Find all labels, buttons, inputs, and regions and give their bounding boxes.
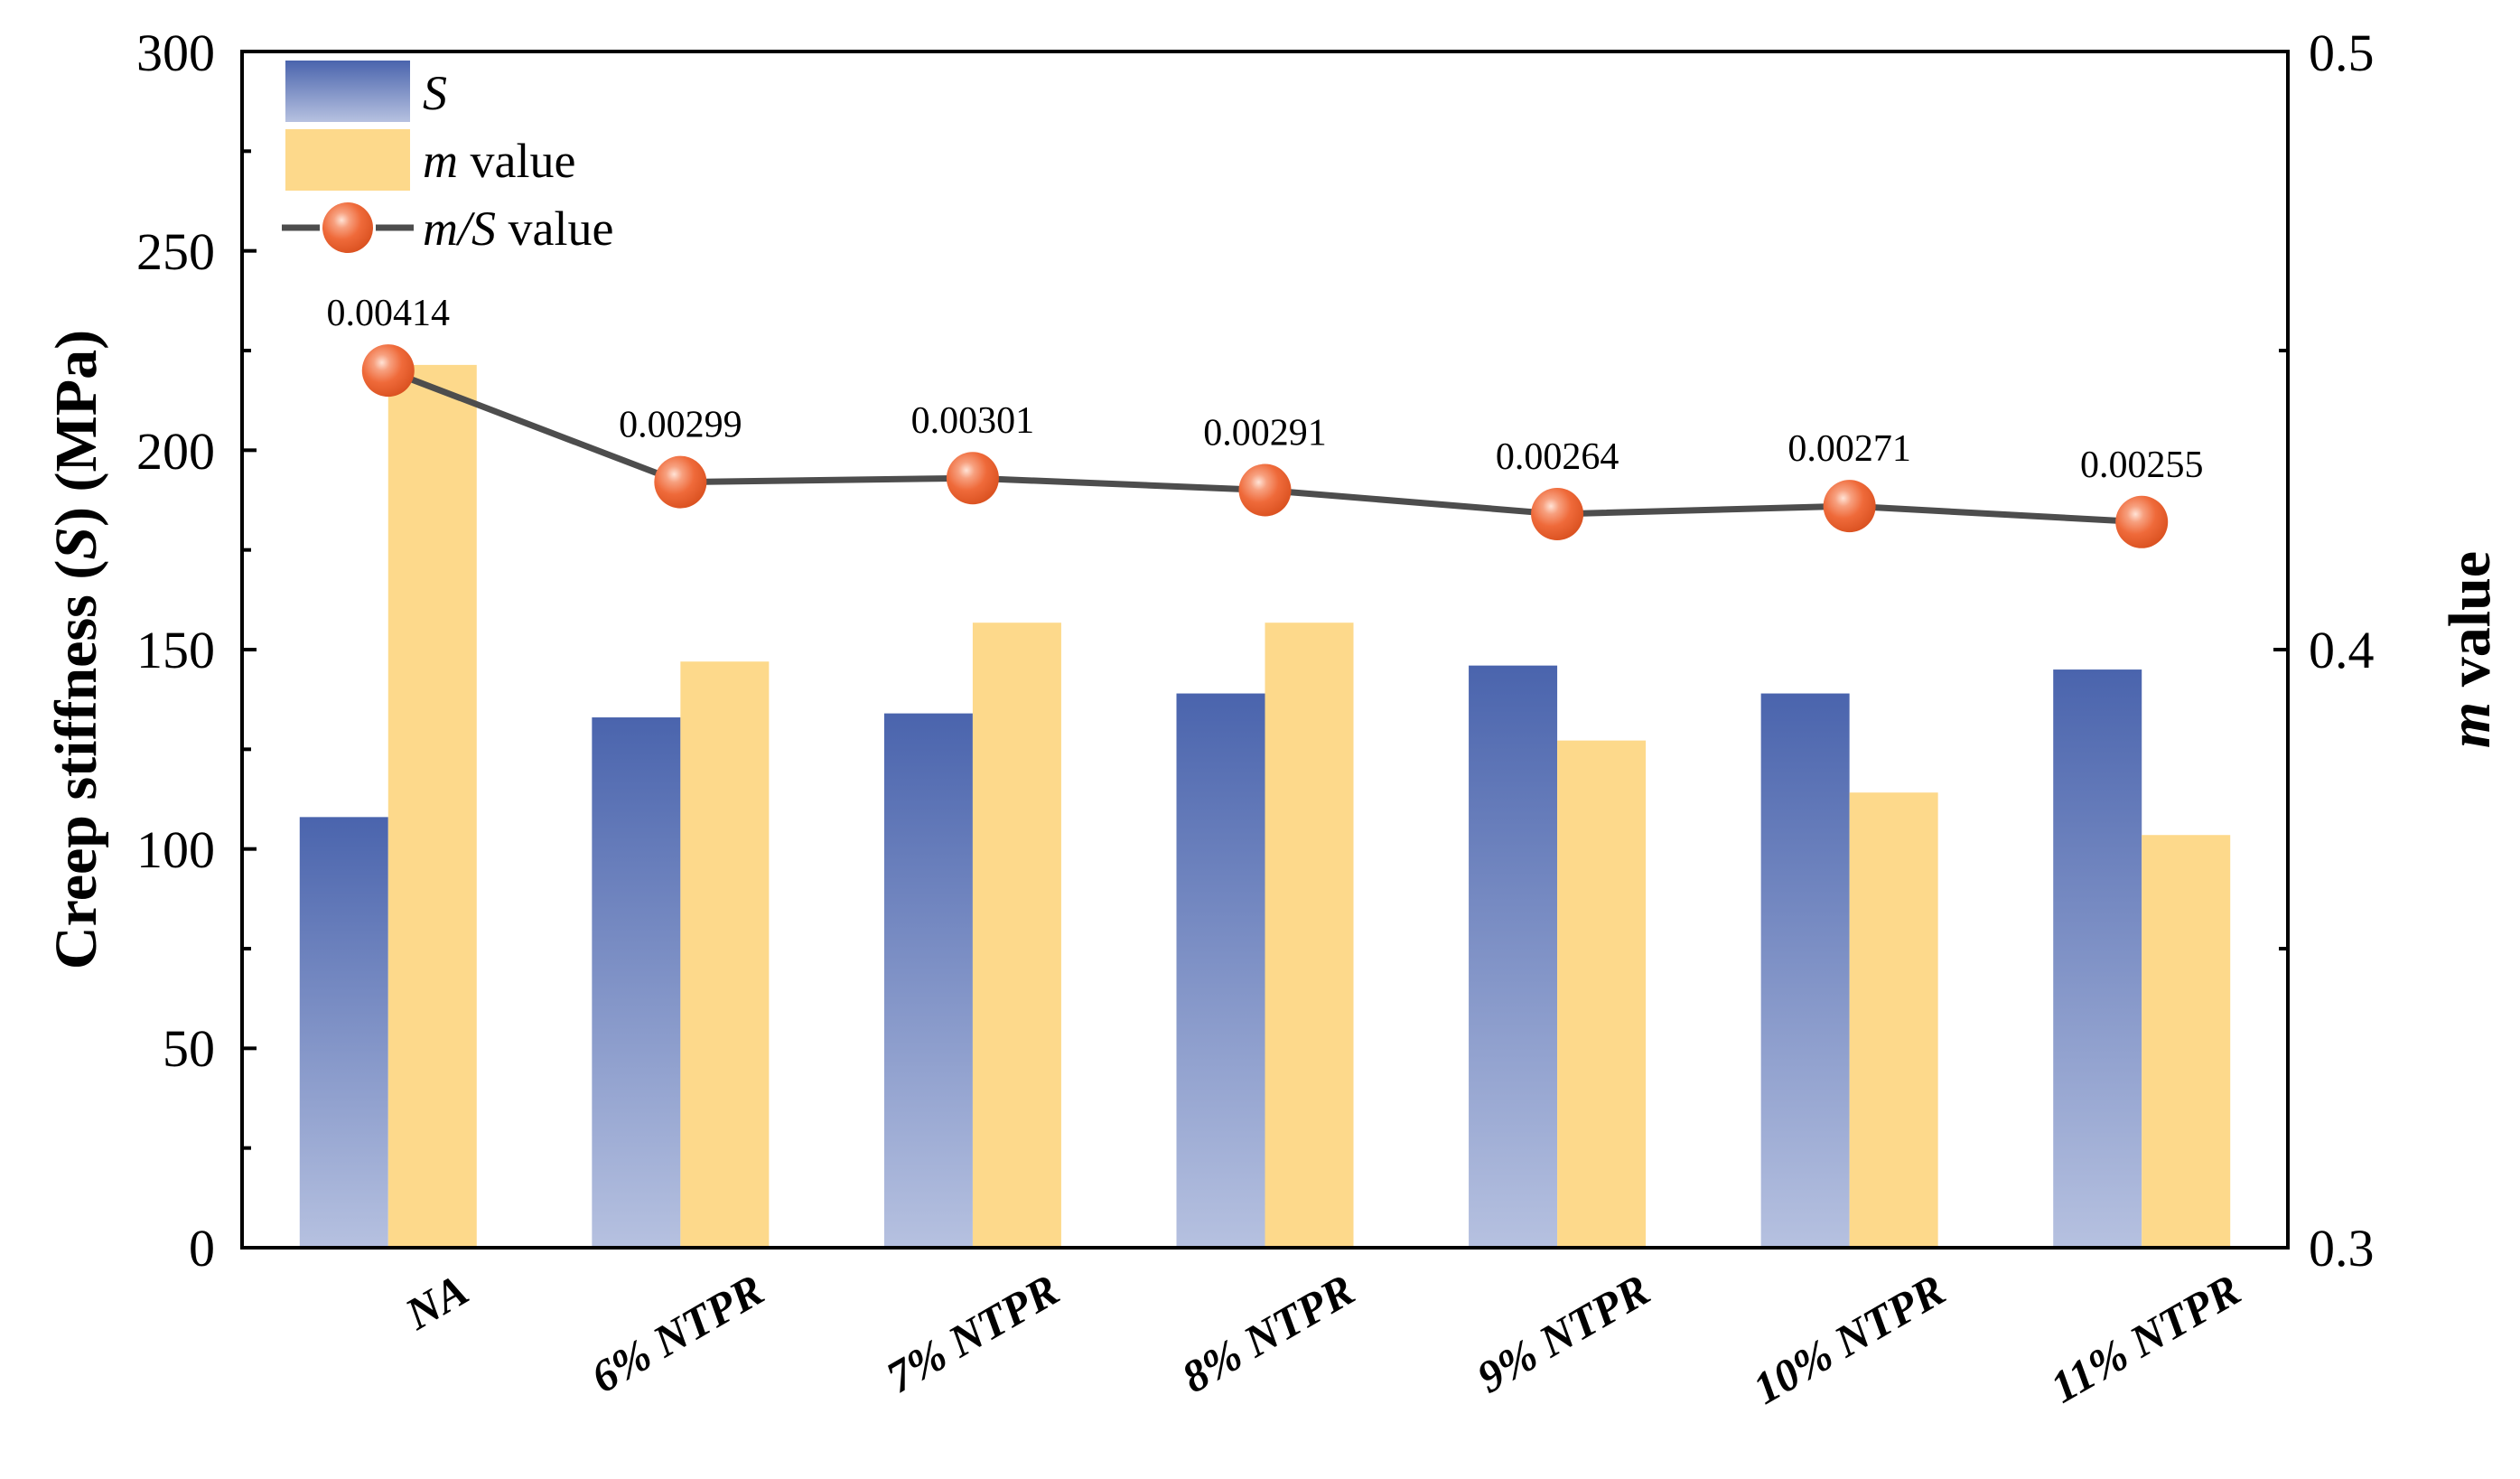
legend: S m value m/S value xyxy=(282,61,613,256)
ms-data-label: 0.00264 xyxy=(1496,436,1619,478)
ms-line-group: 0.00414 0.00299 0.00301 0.00291 0.00264 0.002… xyxy=(327,293,2204,548)
x-tick-label: 7% NTPR xyxy=(878,1264,1068,1402)
legend-swatch-s xyxy=(285,61,410,122)
x-tick-label: NA xyxy=(396,1264,476,1340)
tick-group xyxy=(242,50,2288,1250)
y2-tick-label: 0.4 xyxy=(2309,621,2375,679)
s-bar xyxy=(883,713,973,1248)
m-bar xyxy=(680,661,770,1248)
s-bar xyxy=(1760,693,1850,1248)
x-tick-label: 9% NTPR xyxy=(1469,1264,1658,1402)
legend-label-s: S xyxy=(423,66,447,120)
y2-tick-label: 0.5 xyxy=(2309,23,2375,82)
y2-tick-label: 0.3 xyxy=(2309,1219,2375,1278)
s-bar xyxy=(299,817,388,1248)
ms-marker xyxy=(2115,495,2169,548)
legend-label-m: m value xyxy=(423,134,575,188)
ms-data-label: 0.00291 xyxy=(1203,412,1327,454)
s-bar xyxy=(1176,693,1265,1248)
x-tick-label: 8% NTPR xyxy=(1173,1264,1363,1402)
ms-marker xyxy=(946,452,999,505)
x-tick-label: 10% NTPR xyxy=(1744,1264,1953,1414)
y-tick-label: 200 xyxy=(136,422,215,481)
y-tick-label: 0 xyxy=(189,1219,215,1278)
ms-marker xyxy=(1531,487,1584,540)
s-bar xyxy=(2053,669,2142,1248)
y-axis-title: Creep stiffness (S) (MPa) xyxy=(43,330,109,969)
y2-axis-title: m value xyxy=(2437,551,2503,748)
ms-marker xyxy=(654,455,707,509)
y-tick-label: 50 xyxy=(163,1019,215,1078)
y-tick-label: 100 xyxy=(136,820,215,879)
legend-label-ms: m/S value xyxy=(423,201,613,256)
s-bar xyxy=(1469,665,1558,1248)
ms-data-label: 0.00414 xyxy=(327,293,451,334)
y-tick-label: 150 xyxy=(136,621,215,679)
bar-group xyxy=(299,364,2231,1248)
m-bar xyxy=(1557,740,1647,1248)
m-bar xyxy=(1265,622,1354,1248)
s-bar xyxy=(592,717,681,1248)
x-tick-label: 6% NTPR xyxy=(583,1264,772,1402)
ms-marker xyxy=(1238,463,1292,517)
m-bar xyxy=(2142,835,2231,1248)
m-bar xyxy=(387,364,477,1248)
legend-marker xyxy=(322,202,373,253)
m-bar xyxy=(972,622,1061,1248)
legend-swatch-m xyxy=(285,129,410,191)
ms-data-label: 0.00301 xyxy=(911,400,1035,442)
y-tick-label: 300 xyxy=(136,23,215,82)
y-tick-label: 250 xyxy=(136,222,215,281)
ms-data-label: 0.00255 xyxy=(2080,445,2204,486)
x-tick-label: 11% NTPR xyxy=(2042,1264,2249,1412)
ms-data-label: 0.00271 xyxy=(1787,428,1911,470)
m-bar xyxy=(1849,792,1938,1248)
ms-marker xyxy=(1823,480,1876,533)
ms-data-label: 0.00299 xyxy=(619,405,742,446)
ms-marker xyxy=(361,344,415,398)
